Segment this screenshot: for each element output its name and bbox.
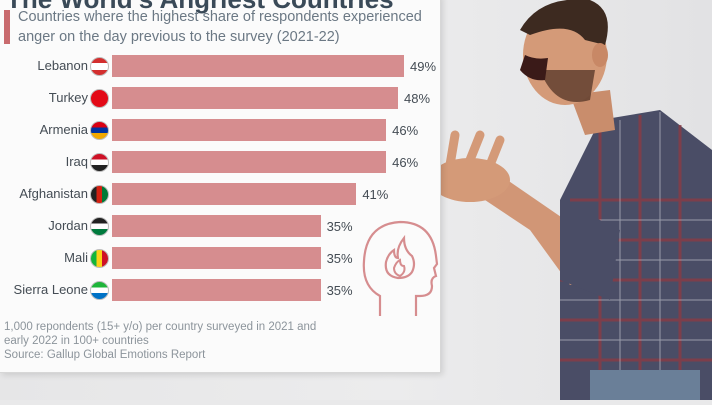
flag-mali-icon — [90, 249, 109, 268]
bar-row: Turkey 48% — [0, 87, 440, 111]
category-label: Mali — [64, 250, 88, 265]
category-label: Armenia — [39, 122, 88, 137]
bar-row: Sierra Leone 35% — [0, 279, 440, 303]
category-label: Afghanistan — [19, 186, 88, 201]
category-label: Iraq — [65, 154, 88, 169]
flag-armenia-icon — [90, 121, 109, 140]
category-label: Sierra Leone — [13, 282, 88, 297]
bar — [112, 215, 321, 237]
flag-iraq-icon — [90, 153, 109, 172]
flag-turkey-icon — [90, 89, 109, 108]
flag-afghanistan-icon — [90, 185, 109, 204]
bar — [112, 279, 321, 301]
bar-row: Jordan 35% — [0, 215, 440, 239]
value-label: 48% — [404, 91, 431, 106]
bar — [112, 183, 357, 205]
chart-subtitle: Countries where the highest share of res… — [18, 9, 422, 45]
bar-row: Iraq 46% — [0, 151, 440, 175]
chart-title: The World's Angriest Countries — [6, 0, 394, 15]
source-note: Source: Gallup Global Emotions Report — [4, 349, 206, 361]
value-label: 41% — [362, 187, 389, 202]
bar — [112, 55, 404, 77]
category-label: Jordan — [48, 218, 88, 233]
bar — [112, 151, 387, 173]
head-with-flame-icon — [360, 216, 440, 325]
value-label: 46% — [392, 155, 419, 170]
category-label: Lebanon — [37, 58, 88, 73]
infographic-card: The World's Angriest Countries Countries… — [0, 0, 441, 373]
subtitle-accent-bar — [4, 10, 10, 44]
value-label: 35% — [326, 283, 353, 298]
value-label: 35% — [326, 219, 353, 234]
bar — [112, 119, 387, 141]
value-label: 46% — [392, 123, 419, 138]
bar — [112, 247, 321, 269]
bar — [112, 87, 399, 109]
footnote: 1,000 repondents (15+ y/o) per country s… — [4, 321, 317, 347]
bar-row: Afghanistan 41% — [0, 183, 440, 207]
flag-sierra-leone-icon — [90, 281, 109, 300]
bar-row: Mali 35% — [0, 247, 440, 271]
bar-row: Lebanon 49% — [0, 55, 440, 79]
value-label: 35% — [326, 251, 353, 266]
flag-lebanon-icon — [90, 57, 109, 76]
flag-jordan-icon — [90, 217, 109, 236]
bar-row: Armenia 46% — [0, 119, 440, 143]
category-label: Turkey — [48, 90, 88, 105]
value-label: 49% — [410, 59, 437, 74]
